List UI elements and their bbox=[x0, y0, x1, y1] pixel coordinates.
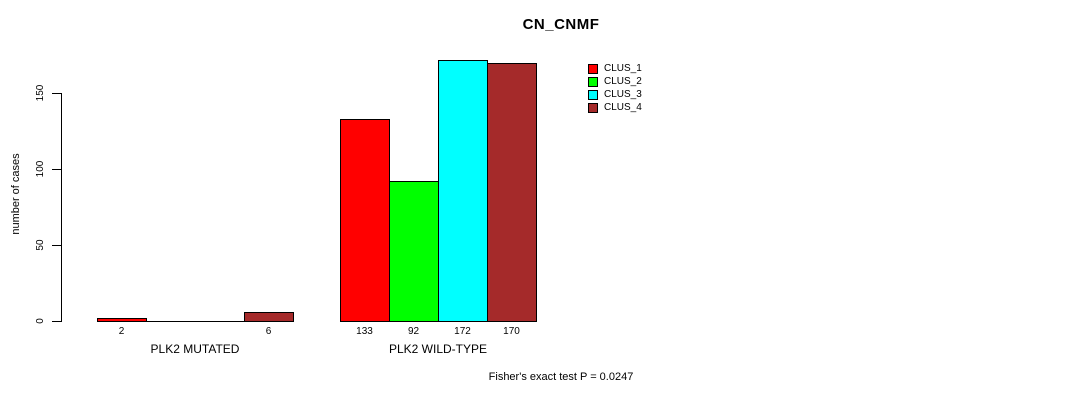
legend-swatch-icon bbox=[588, 89, 598, 100]
legend-swatch-icon bbox=[588, 63, 598, 74]
legend-swatch-icon bbox=[588, 76, 598, 87]
y-axis-tick-label: 100 bbox=[35, 160, 46, 178]
y-axis-tick bbox=[52, 321, 61, 322]
stat-annotation: Fisher's exact test P = 0.0247 bbox=[488, 371, 634, 383]
bar-value-label: 133 bbox=[356, 326, 373, 337]
bar-CLUS_1 bbox=[340, 119, 390, 322]
y-axis-tick bbox=[52, 169, 61, 170]
legend-label: CLUS_4 bbox=[604, 102, 642, 113]
y-axis-line bbox=[61, 93, 62, 322]
legend-item-CLUS_4: CLUS_4 bbox=[588, 101, 642, 114]
bar-CLUS_3-zero bbox=[195, 321, 245, 322]
legend: CLUS_1 CLUS_2 CLUS_3 CLUS_4 bbox=[588, 62, 642, 114]
chart-title: CN_CNMF bbox=[522, 16, 600, 33]
bar-value-label: 92 bbox=[407, 326, 420, 337]
bar-CLUS_4 bbox=[244, 312, 294, 322]
x-axis-group-label: PLK2 WILD-TYPE bbox=[388, 342, 488, 356]
legend-item-CLUS_3: CLUS_3 bbox=[588, 88, 642, 101]
legend-label: CLUS_2 bbox=[604, 76, 642, 87]
bar-value-label: 2 bbox=[118, 326, 125, 337]
bar-CLUS_2-zero bbox=[146, 321, 196, 322]
bar-value-label: 170 bbox=[503, 326, 520, 337]
x-axis-group-label: PLK2 MUTATED bbox=[150, 342, 240, 356]
legend-item-CLUS_1: CLUS_1 bbox=[588, 62, 642, 75]
bar-CLUS_2 bbox=[389, 181, 439, 322]
legend-item-CLUS_2: CLUS_2 bbox=[588, 75, 642, 88]
bar-value-label: 172 bbox=[454, 326, 471, 337]
y-axis-tick bbox=[52, 93, 61, 94]
bar-CLUS_1 bbox=[97, 318, 147, 322]
legend-label: CLUS_3 bbox=[604, 89, 642, 100]
bar-value-label: 6 bbox=[265, 326, 272, 337]
legend-swatch-icon bbox=[588, 102, 598, 113]
y-axis-tick-label: 150 bbox=[35, 84, 46, 102]
legend-label: CLUS_1 bbox=[604, 63, 642, 74]
y-axis-tick bbox=[52, 245, 61, 246]
bar-CLUS_3 bbox=[438, 60, 488, 322]
bar-CLUS_4 bbox=[487, 63, 537, 322]
y-axis-tick-label: 50 bbox=[35, 239, 46, 251]
y-axis-tick-label: 0 bbox=[35, 318, 46, 324]
